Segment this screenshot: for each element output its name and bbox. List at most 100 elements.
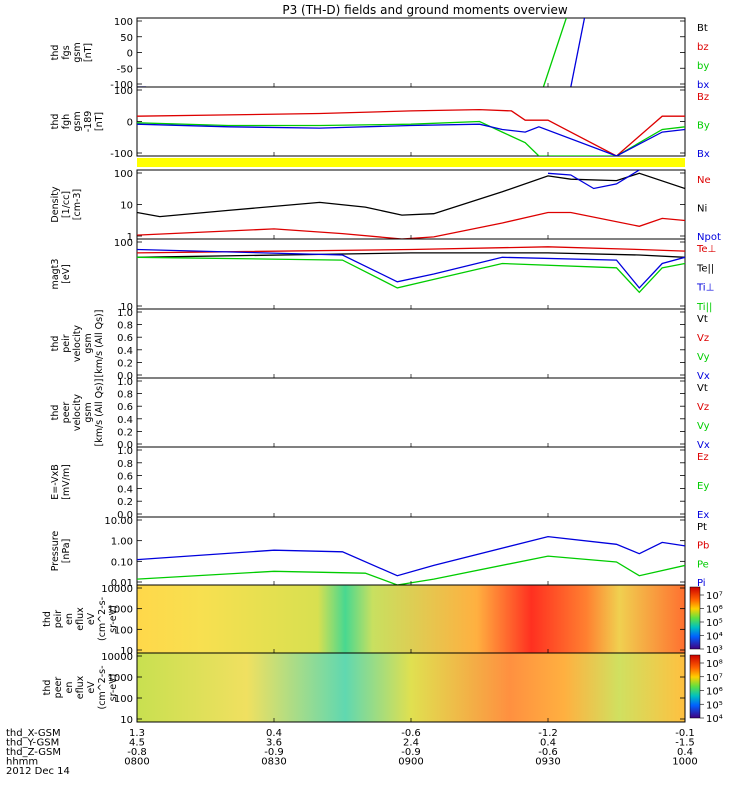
x-row-value: -0.1 <box>675 728 695 739</box>
y-axis-label: gsm <box>72 42 83 62</box>
legend-entry: Pt <box>697 522 707 533</box>
y-axis-label: fgh <box>61 114 72 129</box>
y-axis-label: en <box>64 682 75 694</box>
x-row-value: 2.4 <box>403 738 419 749</box>
colorbar-tick-label: 10⁷ <box>706 673 723 684</box>
date-label: 2012 Dec 14 <box>6 766 70 777</box>
y-axis-label: thd <box>50 114 61 130</box>
y-tick-label: 10 <box>120 302 133 313</box>
legend-entry: Vz <box>697 402 709 413</box>
y-tick-label: 0.4 <box>117 484 133 495</box>
legend-entry: Vt <box>697 383 708 394</box>
legend-entry: Vx <box>697 371 710 382</box>
y-tick-label: 0.8 <box>117 390 133 401</box>
panel-fgh: 100 0 -100 thd fgh gsm -189 [nT] Bz By Bx <box>50 86 710 160</box>
y-tick-label: 0.10 <box>111 557 133 568</box>
x-row-value: -1.2 <box>538 728 558 739</box>
y-tick-label: 0 <box>127 118 133 129</box>
y-axis-label: en <box>64 613 75 625</box>
x-row-value: 0800 <box>124 757 149 768</box>
y-tick-label: 0.6 <box>117 333 133 344</box>
panel-frame <box>136 377 686 448</box>
y-axis-label: sr-eV) <box>108 674 119 702</box>
y-tick-label: 0.2 <box>117 497 133 508</box>
y-axis-label: -189 <box>83 111 94 133</box>
y-axis-label: (cm^2-s- <box>97 666 108 710</box>
legend-entry: bz <box>697 42 709 53</box>
y-tick-label: 100 <box>114 169 133 180</box>
y-tick-label: 0.0 <box>117 371 133 382</box>
y-axis-label: E=-VxB <box>50 464 61 499</box>
series-Npot <box>547 170 640 190</box>
panel-temp: 100 10 magt3 [eV] Te⊥ Te|| Ti⊥ Ti|| <box>50 238 716 313</box>
colorbar-tick-label: 10⁷ <box>706 591 723 602</box>
legend-entry: Vy <box>697 421 710 432</box>
y-axis-label: Density <box>50 186 61 222</box>
panel-frame <box>136 308 686 379</box>
series-Ne <box>137 211 685 239</box>
y-axis-label: peer <box>61 402 72 424</box>
legend-entry: Ey <box>697 481 709 492</box>
y-tick-label: 10.00 <box>104 516 133 527</box>
y-axis-label: [mV/m] <box>61 464 72 500</box>
panel-peir_en: 10⁷ 10⁶ 10⁵ 10⁴ 10³ 10000 1000 100 10 thd peir en ef… <box>42 584 723 657</box>
y-tick-label: 10 <box>120 715 133 726</box>
legend-entry: Pb <box>697 541 709 552</box>
x-row-label: thd_X-GSM <box>6 728 61 739</box>
y-tick-label: 0.6 <box>117 402 133 413</box>
y-axis-label: [km/s (All Qs)] <box>94 379 105 447</box>
colorbar-tick-label: 10⁵ <box>706 700 723 711</box>
colorbar-tick-label: 10⁶ <box>706 605 723 616</box>
y-axis-label: fgs <box>61 45 72 59</box>
legend-entry: Vz <box>697 333 709 344</box>
y-axis-label: thd <box>42 680 53 696</box>
y-tick-label: 10 <box>120 646 133 657</box>
x-row-value: 0930 <box>535 757 560 768</box>
x-row-value: 1000 <box>672 757 697 768</box>
y-axis-label: (cm^2-s- <box>97 597 108 641</box>
legend-entry: Bx <box>697 149 710 160</box>
y-tick-label: -50 <box>117 64 133 75</box>
y-tick-label: 0.01 <box>111 578 133 589</box>
panel-frame <box>136 86 686 157</box>
y-axis-label: [nT] <box>94 112 105 131</box>
y-axis-label: eV <box>86 681 97 694</box>
y-tick-label: 100 <box>114 238 133 249</box>
x-row-value: 0830 <box>261 757 286 768</box>
legend-entry: Bz <box>697 92 709 103</box>
x-row-value: -0.8 <box>127 747 147 758</box>
y-tick-label: 0.2 <box>117 358 133 369</box>
legend-entry: Pe <box>697 559 709 570</box>
y-axis-label: [nT] <box>83 43 94 62</box>
y-tick-label: 10000 <box>101 584 133 595</box>
panel-fgs: 100 50 0 -50 -100 thd fgs gsm [nT] Bt bz by bx <box>50 17 709 91</box>
series-By <box>137 120 685 156</box>
y-axis-label: magt3 <box>50 259 61 290</box>
y-tick-label: 0.6 <box>117 472 133 483</box>
series-Ti|| <box>137 256 685 294</box>
series-Te⊥ <box>137 246 685 254</box>
legend-entry: Ne <box>697 175 711 186</box>
y-tick-label: 1 <box>127 232 133 243</box>
spectrogram-peir_en <box>137 585 685 653</box>
x-row-value: -1.5 <box>675 738 695 749</box>
flag-bar <box>137 158 685 167</box>
legend-entry: Pi <box>697 578 706 589</box>
y-tick-label: 100 <box>114 17 133 28</box>
y-axis-label: peer <box>53 677 64 699</box>
colorbar-tick-label: 10⁵ <box>706 618 723 629</box>
panel-frame <box>136 17 686 88</box>
legend-entry: bx <box>697 80 709 91</box>
legend-entry: Npot <box>697 232 721 243</box>
y-tick-label: -100 <box>110 149 133 160</box>
colorbar-tick-label: 10³ <box>706 645 723 656</box>
x-row-value: -0.9 <box>401 747 421 758</box>
y-tick-label: 0.4 <box>117 415 133 426</box>
y-tick-label: -100 <box>110 80 133 91</box>
colorbar-tick-label: 10⁴ <box>706 632 723 643</box>
x-row-value: -0.6 <box>538 747 558 758</box>
y-axis-label: gsm <box>83 402 94 422</box>
y-tick-label: 100 <box>114 625 133 636</box>
panel-density: 100 10 1 Density [1/cc] [cm-3] Ne Ni Npot <box>50 169 721 243</box>
y-tick-label: 1.0 <box>117 377 133 388</box>
